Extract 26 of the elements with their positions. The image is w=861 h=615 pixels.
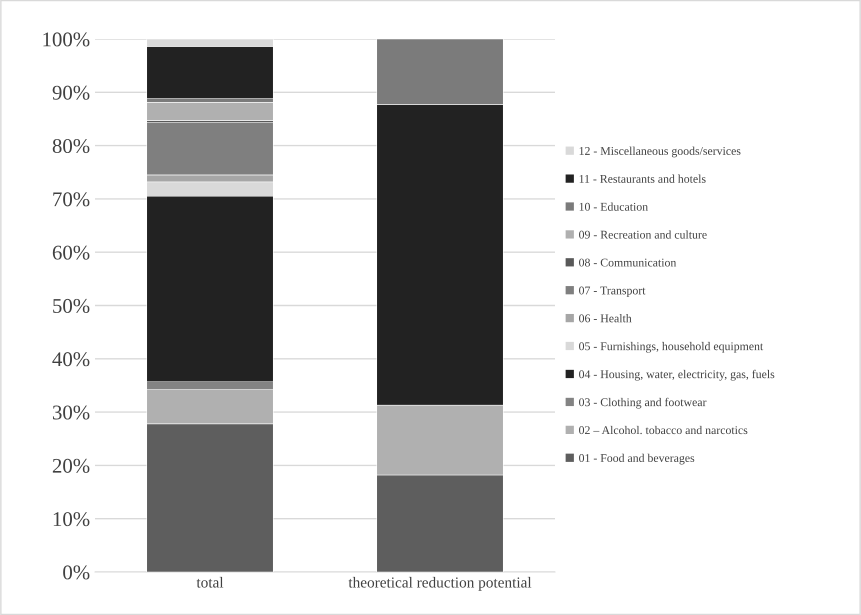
y-tick-label: 80% — [52, 138, 90, 154]
x-tick-label: theoretical reduction potential — [348, 576, 532, 591]
legend-label: 08 - Communication — [579, 258, 676, 267]
legend-label: 12 - Miscellaneous goods/services — [580, 146, 740, 158]
y-tick-label: 90% — [52, 86, 90, 100]
bar — [146, 102, 274, 121]
y-tick-label: 60% — [52, 246, 90, 260]
x-tick-label: total — [196, 576, 224, 588]
legend-label: 10 - Education — [580, 202, 648, 211]
legend-label: 03 - Clothing and footwear — [579, 398, 706, 409]
legend-label: 02 – Alcohol. tobacco and narcotics — [579, 426, 748, 434]
legend-label: 01 - Food and beverages — [579, 454, 694, 464]
y-tick-label: 50% — [53, 298, 90, 313]
y-tick-label: 70% — [53, 192, 90, 206]
y-tick-label: 20% — [52, 458, 90, 473]
legend-label: 07 - Transport — [579, 286, 646, 297]
y-tick-label: 10% — [54, 512, 90, 526]
legend-label: 04 - Housing, water, electricity, gas, fuels — [579, 370, 774, 381]
legend-label: 06 - Health — [579, 314, 632, 322]
y-tick-label: 100% — [43, 32, 90, 46]
legend-label: 05 - Furnishings, household equipment — [579, 342, 764, 353]
y-tick-label: 0% — [63, 565, 90, 580]
y-tick-label: 30% — [52, 405, 90, 420]
legend-label: 09 - Recreation and culture — [579, 230, 707, 239]
legend-label: 11 - Restaurants and hotels — [580, 174, 706, 183]
y-tick-label: 40% — [52, 352, 90, 366]
